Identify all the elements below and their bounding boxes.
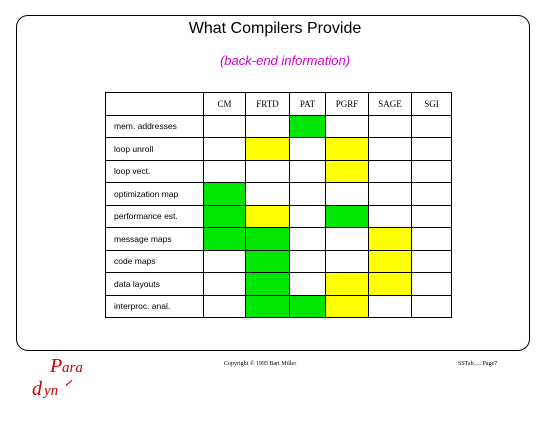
page-number: SSTab..... Page7 <box>458 361 498 367</box>
column-header: CM <box>203 92 246 116</box>
empty-cell <box>245 114 290 138</box>
svg-text:P: P <box>49 355 62 377</box>
yellow-cell <box>245 204 290 228</box>
empty-cell <box>368 182 412 206</box>
column-header: SGI <box>411 92 452 116</box>
empty-cell <box>368 204 412 228</box>
column-header: PGRF <box>325 92 369 116</box>
empty-cell <box>411 272 452 296</box>
table-row: loop vect. <box>105 159 452 183</box>
row-label: optimization map <box>105 182 204 206</box>
green-cell <box>289 294 326 318</box>
green-cell <box>245 272 290 296</box>
empty-cell <box>411 227 452 251</box>
table-row: message maps <box>105 227 452 251</box>
empty-cell <box>411 159 452 183</box>
green-cell <box>203 182 246 206</box>
empty-cell <box>411 204 452 228</box>
table-row: interproc. anal. <box>105 294 452 318</box>
row-label: code maps <box>105 249 204 273</box>
corner-cell <box>105 92 204 116</box>
table-row: mem. addresses <box>105 114 452 138</box>
empty-cell <box>203 272 246 296</box>
yellow-cell <box>368 249 412 273</box>
empty-cell <box>368 137 412 161</box>
empty-cell <box>289 249 326 273</box>
yellow-cell <box>325 294 369 318</box>
copyright-text: Copyright © 1995 Bart Miller <box>224 361 297 367</box>
empty-cell <box>368 114 412 138</box>
empty-cell <box>203 114 246 138</box>
svg-text:ara: ara <box>62 360 83 376</box>
empty-cell <box>368 159 412 183</box>
empty-cell <box>325 249 369 273</box>
paradyn-logo: P ara d yn <box>32 355 83 400</box>
empty-cell <box>203 249 246 273</box>
empty-cell <box>289 272 326 296</box>
row-label: loop unroll <box>105 137 204 161</box>
table-row: performance est. <box>105 204 452 228</box>
column-header: PAT <box>289 92 326 116</box>
green-cell <box>245 227 290 251</box>
yellow-cell <box>325 159 369 183</box>
empty-cell <box>203 294 246 318</box>
slide-title: What Compilers Provide <box>188 20 362 37</box>
compiler-table: CM FRTD PAT PGRF SAGE SGI mem. addresses… <box>105 92 452 318</box>
empty-cell <box>411 249 452 273</box>
green-cell <box>245 294 290 318</box>
empty-cell <box>368 294 412 318</box>
svg-text:yn: yn <box>42 383 58 399</box>
column-header: SAGE <box>368 92 412 116</box>
yellow-cell <box>325 272 369 296</box>
table-row: code maps <box>105 249 452 273</box>
column-header: FRTD <box>245 92 290 116</box>
green-cell <box>203 204 246 228</box>
yellow-cell <box>245 137 290 161</box>
row-label: interproc. anal. <box>105 294 204 318</box>
header-row: CM FRTD PAT PGRF SAGE SGI <box>105 92 452 116</box>
svg-text:d: d <box>32 378 43 400</box>
green-cell <box>325 204 369 228</box>
empty-cell <box>325 114 369 138</box>
empty-cell <box>289 137 326 161</box>
empty-cell <box>203 159 246 183</box>
empty-cell <box>289 159 326 183</box>
empty-cell <box>411 294 452 318</box>
slide-subtitle: (back-end information) <box>219 53 351 68</box>
empty-cell <box>411 137 452 161</box>
row-label: message maps <box>105 227 204 251</box>
green-cell <box>289 114 326 138</box>
row-label: mem. addresses <box>105 114 204 138</box>
yellow-cell <box>368 272 412 296</box>
empty-cell <box>289 182 326 206</box>
slide-frame <box>16 15 530 351</box>
empty-cell <box>411 182 452 206</box>
empty-cell <box>325 182 369 206</box>
empty-cell <box>203 137 246 161</box>
row-label: data layouts <box>105 272 204 296</box>
row-label: performance est. <box>105 204 204 228</box>
yellow-cell <box>368 227 412 251</box>
green-cell <box>245 249 290 273</box>
green-cell <box>203 227 246 251</box>
empty-cell <box>325 227 369 251</box>
table-row: data layouts <box>105 272 452 296</box>
table-row: optimization map <box>105 182 452 206</box>
yellow-cell <box>325 137 369 161</box>
row-label: loop vect. <box>105 159 204 183</box>
empty-cell <box>289 204 326 228</box>
table-row: loop unroll <box>105 137 452 161</box>
empty-cell <box>289 227 326 251</box>
empty-cell <box>245 159 290 183</box>
empty-cell <box>245 182 290 206</box>
empty-cell <box>411 114 452 138</box>
